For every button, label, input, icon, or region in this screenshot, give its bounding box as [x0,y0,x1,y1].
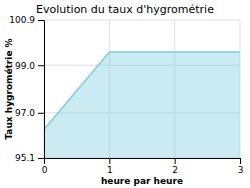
plot-area: 0 1 2 3 95.1 97.0 99.0 100.9 [9,15,243,175]
tick-mark [38,65,44,66]
line [44,52,240,129]
tick-mark [38,113,44,114]
marks [44,52,240,158]
chart: 0 1 2 3 95.1 97.0 99.0 100.9Evolution du taux d… [0,0,250,188]
tick: 97.0 [15,108,44,118]
tick-mark [38,20,44,21]
tick-label: 100.9 [9,15,35,25]
title: Evolution du taux d'hygrométrie [36,3,214,16]
tick: 95.1 [15,153,44,163]
tick-label: 3 [238,165,244,175]
tick-label: 0 [42,165,48,175]
tick-mark [109,158,110,164]
axis-line [45,159,241,165]
tick: 100.9 [9,15,44,25]
tick-label: 2 [172,165,178,175]
tick: 99.0 [15,61,44,71]
tick: 3 [238,158,244,175]
tick-label: 95.1 [15,153,35,163]
axis-line [38,21,45,159]
tick-label: 97.0 [15,108,35,118]
grid-line [44,20,240,21]
tick-mark [38,158,44,159]
tick: 2 [172,158,178,175]
tick-mark [175,158,176,164]
tick: 1 [107,158,113,175]
x-axis-label: heure par heure [101,176,183,186]
tick: 0 [42,158,48,175]
y-axis: 95.1 97.0 99.0 100.9 [9,15,44,163]
area [44,52,240,158]
y-axis-label: Taux hygrométrie % [4,38,14,139]
tick-mark [240,158,241,164]
tick-label: 1 [107,165,113,175]
x-axis: 0 1 2 3 [42,158,244,175]
tick-label: 99.0 [15,61,35,71]
grid [44,20,240,158]
